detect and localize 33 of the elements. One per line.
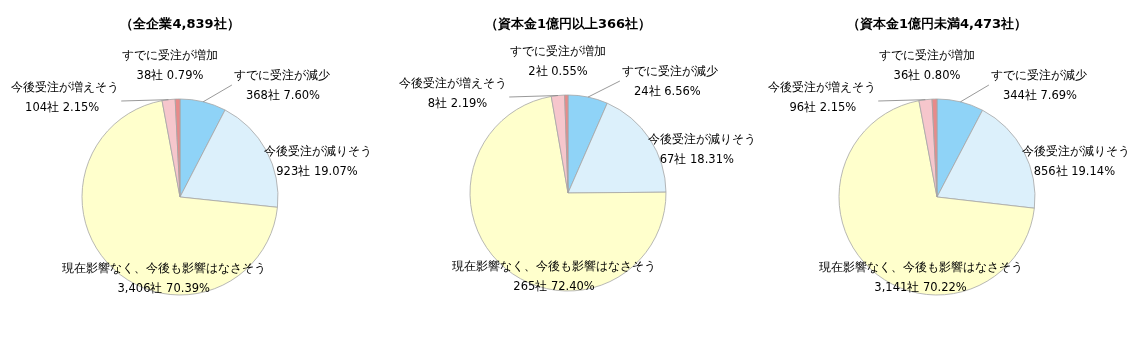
slice-label: 今後受注が増えそう (768, 80, 877, 94)
data-label: 344社 7.69% (1002, 88, 1078, 102)
data-label: 265社 72.40% (513, 278, 595, 293)
data-label: 923社 19.07% (276, 163, 358, 178)
data-label: 856社 19.14% (1033, 164, 1116, 179)
data-label: 24社 6.56% (633, 84, 701, 98)
slice-label: すでに受注が減少 (233, 68, 330, 82)
chart-title: （資本金1億円未満4,473社） (846, 16, 1028, 31)
slice-label: 現在影響なく、今後も影響はなさそう (452, 258, 657, 273)
data-label: 8社 2.19% (427, 96, 488, 110)
data-label: 368社 7.60% (245, 88, 321, 102)
slice-label: 現在影響なく、今後も影響はなさそう (61, 260, 266, 275)
chart-title: （資本金1億円以上366社） (484, 16, 652, 31)
slice-label: 今後受注が減りそう (1021, 144, 1130, 159)
slice-label: 今後受注が減りそう (647, 131, 756, 146)
data-label: 104社 2.15% (25, 100, 100, 114)
data-label: 38社 0.79% (136, 68, 204, 82)
data-label: 3,406社 70.39% (117, 280, 211, 295)
slice-label: 現在影響なく、今後も影響はなさそう (818, 260, 1023, 275)
slice-label: すでに受注が増加 (122, 48, 218, 62)
slice-label: 今後受注が減りそう (264, 143, 373, 158)
slice-label: すでに受注が増加 (879, 48, 975, 62)
data-label: 67社 18.31% (659, 151, 734, 166)
slice-label: すでに受注が減少 (990, 68, 1087, 82)
data-label: 96社 2.15% (789, 100, 857, 114)
data-label: 36社 0.80% (893, 68, 961, 82)
slice-label: 今後受注が増えそう (399, 76, 508, 90)
slice-label: 今後受注が増えそう (11, 80, 120, 94)
slice-label: すでに受注が減少 (621, 64, 718, 78)
data-label: 2社 0.55% (528, 64, 588, 78)
slice-label: すでに受注が増加 (510, 44, 606, 58)
data-label: 3,141社 70.22% (874, 280, 967, 295)
chart-title: （全企業4,839社） (120, 16, 240, 31)
